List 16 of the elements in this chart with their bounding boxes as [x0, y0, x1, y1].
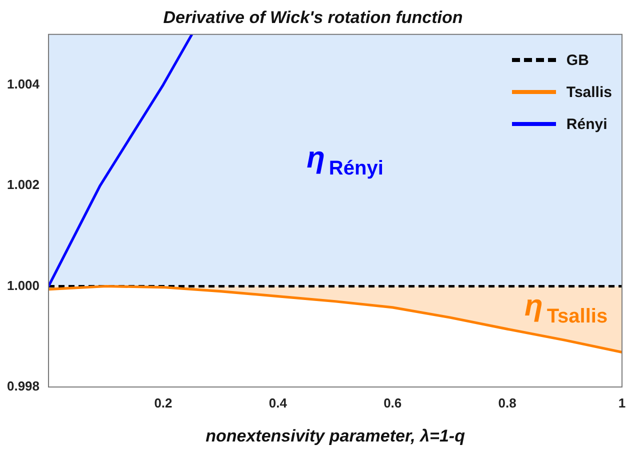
legend-label: GB: [566, 52, 589, 69]
x-axis-title: nonextensivity parameter, λ=1-q: [206, 426, 466, 446]
y-tick-label: 1.002: [6, 177, 40, 192]
annotation: η$_{Tsallis}$: [524, 290, 608, 329]
chart-title: Derivative of Wick's rotation function: [163, 8, 463, 27]
x-tick-label: 1: [618, 395, 626, 410]
x-tick-label: 0.4: [268, 395, 288, 410]
y-tick-label: 0.998: [6, 378, 40, 394]
legend-label: Rényi: [566, 116, 608, 133]
x-tick-label: 0.6: [384, 395, 402, 410]
y-tick-label: 1.000: [6, 278, 40, 293]
x-tick-label: 0.2: [154, 395, 172, 410]
legend-label: Tsallis: [566, 84, 612, 101]
annotation: η$_{Rényi}$: [306, 142, 384, 181]
x-tick-label: 0.8: [498, 395, 516, 410]
y-tick-label: 1.004: [6, 76, 40, 92]
